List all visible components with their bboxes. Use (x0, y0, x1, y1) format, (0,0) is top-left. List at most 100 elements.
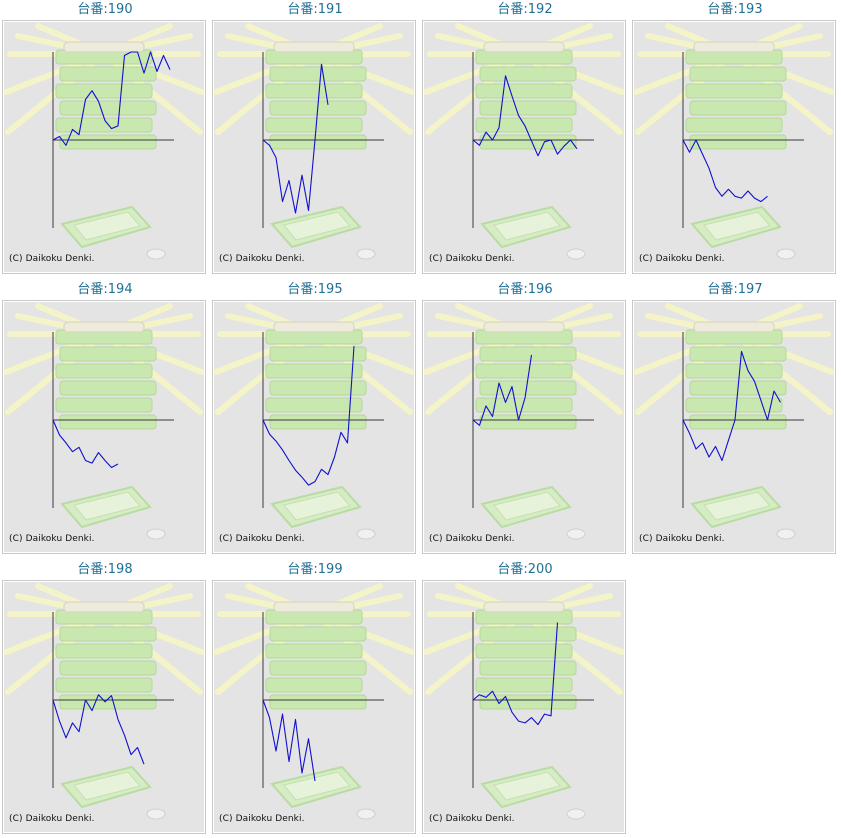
balance-line-series (682, 139, 768, 203)
machine-graph-197: 台番:197 (C) Daikoku Denki. (632, 280, 838, 556)
tray-stack-top (483, 601, 565, 613)
tray-stack-layer (265, 677, 363, 693)
tray-stack-top (693, 321, 775, 333)
tray-stack-layer (269, 660, 367, 676)
background-artwork (634, 23, 834, 260)
tray-stack-layer (269, 380, 367, 396)
graph-svg (214, 22, 414, 272)
tray-stack-layer (479, 100, 577, 116)
machine-title: 台番:198 (77, 562, 133, 577)
tray-stack-layer (475, 363, 573, 379)
tray-stack-layer (689, 414, 787, 430)
tray-stack-layer (59, 660, 157, 676)
tray-stack-layer (55, 677, 153, 693)
tray-stack-layer (475, 677, 573, 693)
graph-svg (424, 582, 624, 832)
machine-graph-190: 台番:190 (C) Daikoku Denki. (2, 0, 208, 276)
tray-stack-layer (689, 66, 787, 82)
machine-title: 台番:196 (497, 282, 553, 297)
graph-panel: (C) Daikoku Denki. (212, 300, 416, 554)
machine-graph-192: 台番:192 (C) Daikoku Denki. (422, 0, 628, 276)
machine-title: 台番:197 (707, 282, 763, 297)
background-artwork (4, 583, 204, 820)
balance-line-series (52, 694, 145, 765)
copyright-text: (C) Daikoku Denki. (9, 534, 95, 544)
tray-stack-top (483, 41, 565, 53)
tray-stack-layer (689, 346, 787, 362)
medal-icon (776, 248, 796, 260)
tray-stack-layer (269, 694, 367, 710)
tray-stack-layer (59, 66, 157, 82)
graph-svg (214, 302, 414, 552)
graph-panel: (C) Daikoku Denki. (2, 300, 206, 554)
tray-bottom-inner (73, 771, 141, 801)
tray-stack-layer (55, 643, 153, 659)
tray-bottom-inner (493, 771, 561, 801)
tray-stack-layer (59, 346, 157, 362)
medal-icon (356, 248, 376, 260)
background-artwork (4, 303, 204, 540)
background-artwork (4, 23, 204, 260)
background-artwork (214, 583, 414, 820)
graph-svg (424, 302, 624, 552)
tray-stack-layer (479, 694, 577, 710)
tray-stack-layer (685, 117, 783, 133)
graph-svg (4, 22, 204, 272)
tray-stack-layer (59, 626, 157, 642)
machine-graph-194: 台番:194 (C) Daikoku Denki. (2, 280, 208, 556)
graph-panel: (C) Daikoku Denki. (212, 580, 416, 834)
tray-stack-layer (685, 83, 783, 99)
tray-stack-layer (55, 117, 153, 133)
tray-stack-layer (479, 134, 577, 150)
copyright-text: (C) Daikoku Denki. (429, 254, 515, 264)
tray-stack-layer (265, 83, 363, 99)
tray-stack-top (693, 41, 775, 53)
tray-stack-layer (689, 100, 787, 116)
graph-svg (4, 302, 204, 552)
tray-stack-layer (59, 134, 157, 150)
balance-line-series (472, 354, 533, 426)
copyright-text: (C) Daikoku Denki. (219, 254, 305, 264)
medal-icon (356, 808, 376, 820)
tray-bottom-inner (703, 491, 771, 521)
tray-bottom-inner (73, 211, 141, 241)
tray-stack-layer (55, 83, 153, 99)
copyright-text: (C) Daikoku Denki. (429, 814, 515, 824)
tray-stack-layer (59, 694, 157, 710)
machine-graph-199: 台番:199 (C) Daikoku Denki. (212, 560, 418, 836)
medal-icon (566, 528, 586, 540)
medal-icon (566, 808, 586, 820)
background-artwork (424, 303, 624, 540)
balance-line-series (472, 622, 559, 726)
tray-bottom-inner (73, 491, 141, 521)
balance-line-series (682, 350, 781, 462)
tray-stack-top (63, 321, 145, 333)
tray-stack-layer (265, 363, 363, 379)
machine-title: 台番:195 (287, 282, 343, 297)
graph-svg (634, 302, 834, 552)
graph-svg (424, 22, 624, 272)
tray-stack-layer (685, 363, 783, 379)
graph-panel: (C) Daikoku Denki. (2, 580, 206, 834)
graph-panel: (C) Daikoku Denki. (632, 20, 836, 274)
tray-stack-layer (265, 117, 363, 133)
background-artwork (424, 23, 624, 260)
machine-graph-198: 台番:198 (C) Daikoku Denki. (2, 560, 208, 836)
machine-title: 台番:199 (287, 562, 343, 577)
medal-icon (566, 248, 586, 260)
tray-bottom-inner (703, 211, 771, 241)
graph-panel: (C) Daikoku Denki. (422, 580, 626, 834)
graph-svg (214, 582, 414, 832)
tray-stack-top (273, 601, 355, 613)
copyright-text: (C) Daikoku Denki. (219, 534, 305, 544)
graph-panel: (C) Daikoku Denki. (422, 20, 626, 274)
medal-icon (776, 528, 796, 540)
tray-stack-top (273, 321, 355, 333)
tray-stack-top (483, 321, 565, 333)
tray-bottom-inner (493, 211, 561, 241)
tray-stack-layer (269, 134, 367, 150)
medal-icon (146, 528, 166, 540)
machine-title: 台番:190 (77, 2, 133, 17)
machine-graph-191: 台番:191 (C) Daikoku Denki. (212, 0, 418, 276)
copyright-text: (C) Daikoku Denki. (639, 534, 725, 544)
